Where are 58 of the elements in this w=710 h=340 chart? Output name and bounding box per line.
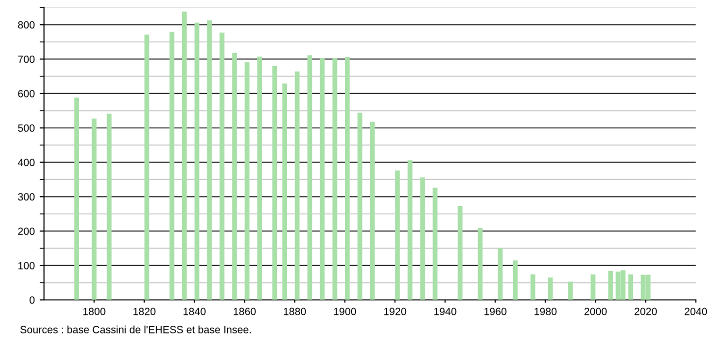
x-tick-label: 1920 bbox=[384, 308, 406, 316]
bar bbox=[294, 71, 300, 300]
x-tick-label: 2040 bbox=[684, 308, 707, 316]
bar bbox=[106, 114, 112, 300]
y-tick-label: 300 bbox=[18, 193, 35, 201]
x-tick-label: 2020 bbox=[634, 308, 657, 316]
bar bbox=[74, 98, 79, 300]
x-tick-label: 1960 bbox=[484, 308, 506, 316]
y-tick-label: 500 bbox=[18, 124, 35, 132]
bar bbox=[420, 177, 425, 300]
x-tick-label: 1820 bbox=[134, 308, 156, 316]
x-tick-label: 2000 bbox=[584, 308, 607, 316]
bar bbox=[408, 160, 412, 300]
bar bbox=[332, 58, 338, 300]
bar bbox=[144, 34, 150, 300]
bar bbox=[257, 56, 262, 300]
bar bbox=[244, 62, 250, 300]
bar bbox=[512, 260, 518, 300]
bar bbox=[608, 270, 613, 300]
bar bbox=[220, 32, 224, 300]
source-note: Sources : base Cassini de l'EHESS et base Insee. bbox=[20, 326, 251, 334]
x-tick-label: 1860 bbox=[234, 308, 256, 316]
bar bbox=[182, 12, 187, 300]
x-tick-label: 1800 bbox=[83, 308, 106, 316]
bar bbox=[548, 278, 553, 300]
bar bbox=[92, 118, 97, 300]
bar bbox=[232, 52, 237, 300]
bar bbox=[498, 248, 503, 300]
bar bbox=[307, 55, 312, 300]
x-tick-label: 1900 bbox=[334, 308, 356, 316]
bar bbox=[530, 274, 536, 300]
bar bbox=[432, 188, 438, 300]
bar bbox=[458, 206, 463, 300]
x-tick-label: 1840 bbox=[184, 308, 206, 316]
bar bbox=[344, 57, 350, 300]
bar bbox=[282, 84, 288, 300]
bar bbox=[628, 274, 634, 300]
bar bbox=[590, 274, 596, 300]
y-tick-label: 700 bbox=[18, 56, 35, 63]
bar bbox=[194, 22, 200, 300]
y-tick-label: 0 bbox=[30, 296, 35, 304]
x-tick-label: 1980 bbox=[534, 308, 557, 316]
y-tick-label: 600 bbox=[18, 90, 35, 98]
x-tick-label: 1940 bbox=[434, 308, 456, 316]
x-tick-label: 1880 bbox=[284, 308, 306, 316]
bar bbox=[320, 58, 325, 300]
bar bbox=[207, 20, 212, 300]
bar bbox=[169, 32, 174, 300]
bar bbox=[478, 228, 483, 300]
y-tick-label: 100 bbox=[18, 262, 35, 270]
bar bbox=[568, 282, 573, 300]
bar bbox=[395, 170, 400, 300]
bar bbox=[272, 66, 278, 300]
bar bbox=[370, 122, 375, 300]
y-tick-label: 200 bbox=[18, 228, 35, 235]
y-tick-label: 400 bbox=[18, 158, 35, 166]
bar bbox=[358, 112, 362, 300]
y-tick-label: 800 bbox=[18, 21, 35, 29]
